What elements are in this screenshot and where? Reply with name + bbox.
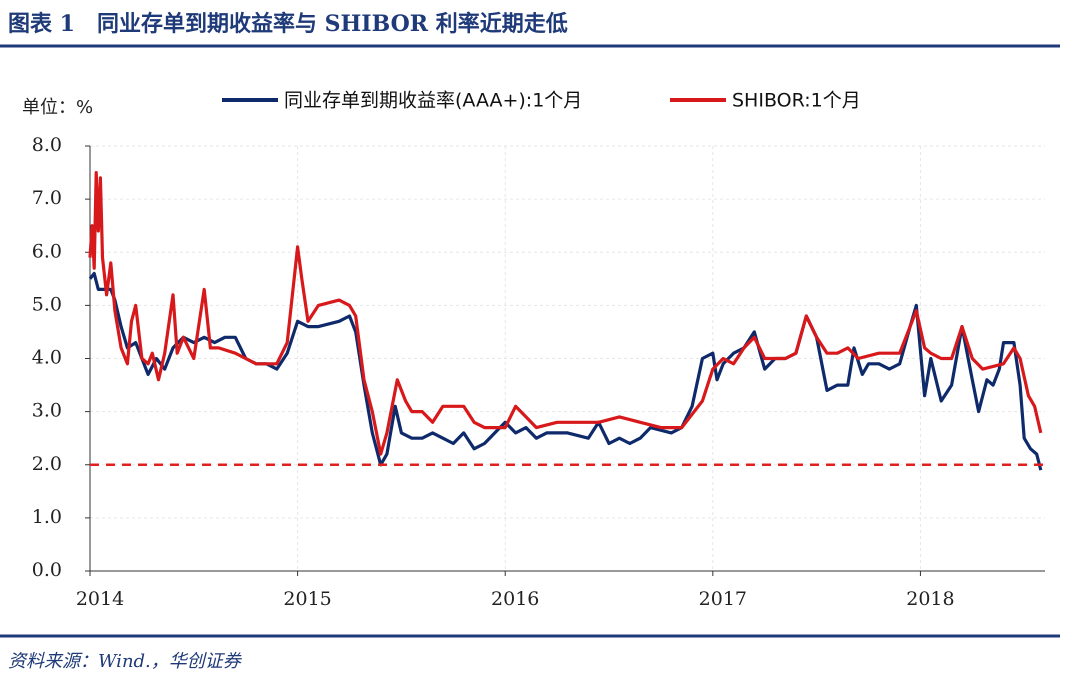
y-tick-label: 1.0	[32, 506, 62, 528]
legend-label: SHIBOR:1个月	[732, 90, 861, 112]
x-tick-label: 2014	[76, 588, 124, 610]
y-tick-label: 8.0	[32, 134, 62, 156]
y-tick-label: 2.0	[32, 453, 62, 475]
y-tick-label: 3.0	[32, 400, 62, 422]
y-tick-label: 7.0	[32, 187, 62, 209]
source: 资料来源：Wind.，华创证券	[8, 651, 243, 672]
chart-title: 图表 1 同业存单到期收益率与 SHIBOR 利率近期走低	[8, 11, 568, 37]
legend-label: 同业存单到期收益率(AAA+):1个月	[284, 90, 582, 112]
y-tick-label: 4.0	[32, 347, 62, 369]
y-tick-label: 0.0	[32, 559, 62, 581]
series-line	[88, 171, 1043, 456]
x-tick-label: 2015	[283, 588, 331, 610]
series-line	[88, 271, 1043, 471]
y-tick-label: 5.0	[32, 293, 62, 315]
x-tick-label: 2016	[491, 588, 539, 610]
x-tick-label: 2018	[906, 588, 954, 610]
x-tick-label: 2017	[699, 588, 747, 610]
y-tick-label: 6.0	[32, 240, 62, 262]
y-unit: 单位：%	[22, 97, 93, 118]
